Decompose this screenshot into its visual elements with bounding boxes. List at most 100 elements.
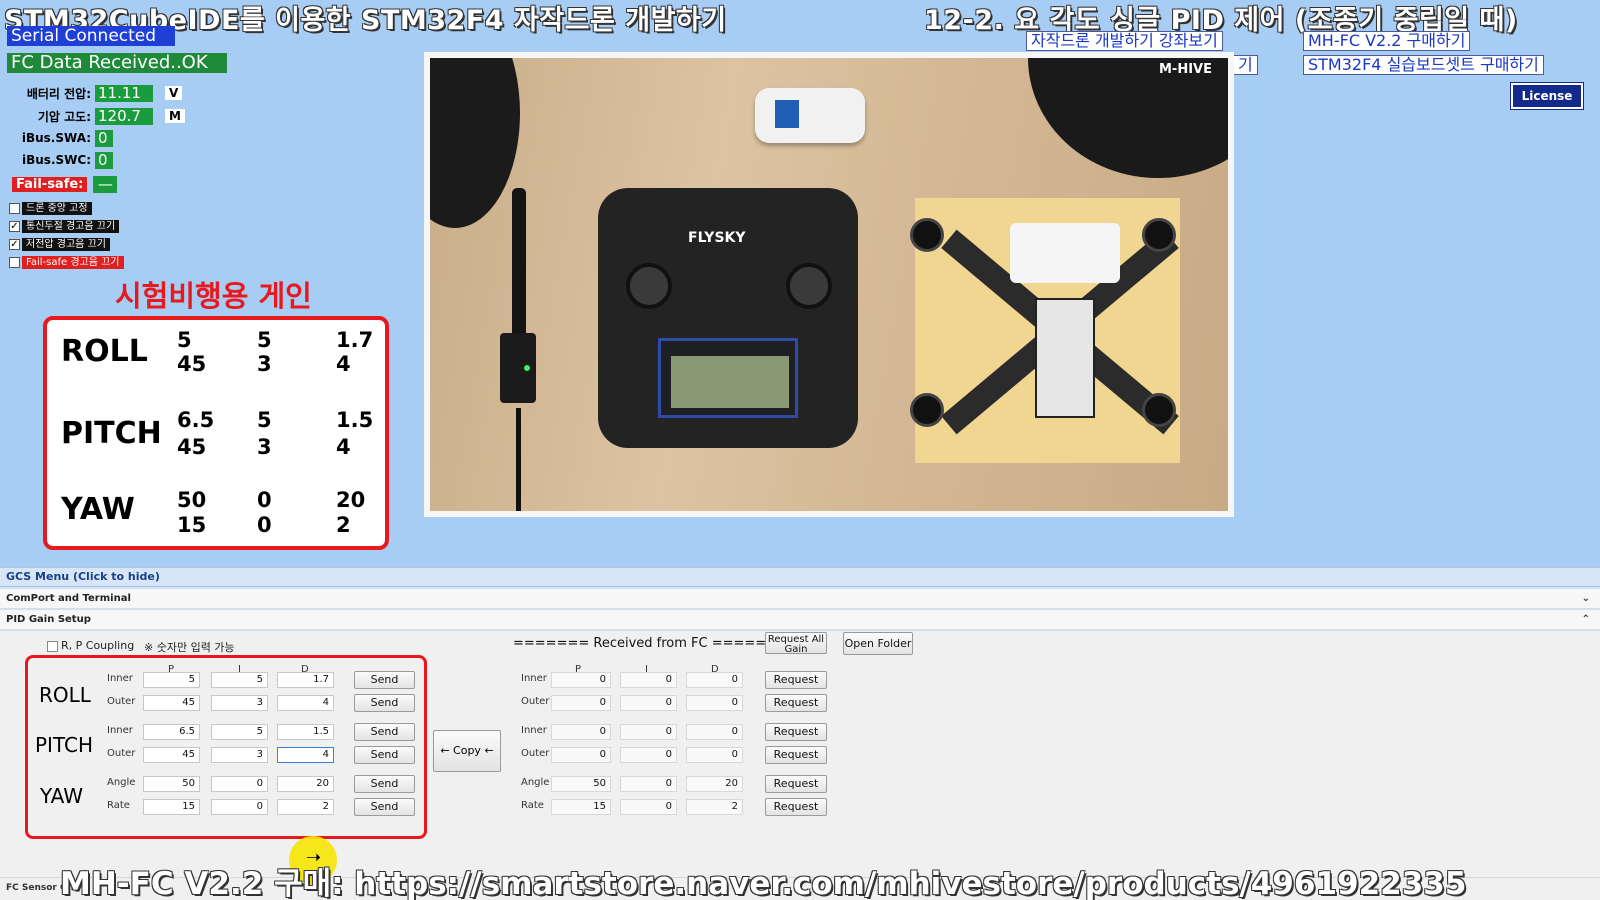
radio-lcd bbox=[671, 356, 789, 408]
gain-value: 6.5 bbox=[177, 408, 215, 432]
axis-label-roll: ROLL bbox=[39, 683, 91, 707]
rp-coupling-checkbox[interactable] bbox=[47, 641, 58, 652]
chevron-up-icon[interactable]: ⌃ bbox=[1581, 614, 1590, 625]
st-link-debugger bbox=[755, 88, 865, 143]
top-display-area: STM32CubeIDE를 이용한 STM32F4 자작드론 개발하기 12-2… bbox=[0, 0, 1600, 567]
gain-value: 15 bbox=[177, 513, 207, 537]
roll-outer-p-input[interactable]: 45 bbox=[143, 695, 200, 711]
send-button[interactable]: Send bbox=[354, 746, 415, 764]
fc-mount bbox=[1010, 223, 1120, 283]
receiver-module bbox=[500, 333, 536, 403]
option-label: Fail-safe 경고음 끄기 bbox=[22, 255, 124, 269]
recv-pitch-inner-p: 0 bbox=[551, 724, 611, 740]
serial-status: Serial Connected bbox=[7, 26, 175, 46]
fc-sensor-section-header[interactable]: FC Sensor Gi... bbox=[0, 877, 1600, 900]
gain-value: 20 bbox=[336, 488, 366, 512]
recv-pitch-outer-d: 0 bbox=[686, 747, 743, 763]
gain-value: 1.7 bbox=[336, 328, 374, 352]
pitch-inner-p-input[interactable]: 6.5 bbox=[143, 724, 200, 740]
yaw-rate-p-input[interactable]: 15 bbox=[143, 799, 200, 815]
open-folder-button[interactable]: Open Folder bbox=[843, 632, 913, 655]
col-header-p: P bbox=[168, 664, 175, 675]
yaw-angle-d-input[interactable]: 20 bbox=[277, 776, 334, 792]
cursor-arrow-icon: ➝ bbox=[306, 847, 322, 868]
gain-value: 0 bbox=[257, 513, 272, 537]
numbers-only-note: ※ 숫자만 입력 가능 bbox=[144, 641, 235, 654]
pitch-inner-d-input[interactable]: 1.5 bbox=[277, 724, 334, 740]
option-failsafe-beep[interactable]: Fail-safe 경고음 끄기 bbox=[9, 255, 124, 269]
send-button[interactable]: Send bbox=[354, 694, 415, 712]
row-label: Outer bbox=[107, 748, 136, 759]
swc-label: iBus.SWC: bbox=[22, 153, 91, 167]
send-button[interactable]: Send bbox=[354, 798, 415, 816]
request-button[interactable]: Request bbox=[765, 694, 827, 712]
failsafe-label: Fail-safe: bbox=[12, 176, 88, 192]
col-header-d: D bbox=[301, 664, 309, 675]
roll-inner-i-input[interactable]: 5 bbox=[211, 672, 268, 688]
recv-pitch-outer-i: 0 bbox=[620, 747, 677, 763]
lecture-link[interactable]: 자작드론 개발하기 강좌보기 bbox=[1026, 31, 1223, 51]
left-stick bbox=[626, 263, 672, 309]
altitude-label: 기압 고도: bbox=[37, 109, 91, 124]
buy-board-link[interactable]: STM32F4 실습보드셋트 구매하기 bbox=[1303, 55, 1544, 75]
roll-inner-d-input[interactable]: 1.7 bbox=[277, 672, 334, 688]
recv-yaw-angle-d: 20 bbox=[686, 776, 743, 792]
gain-axis-roll: ROLL bbox=[61, 334, 148, 369]
gain-value: 5 bbox=[257, 328, 272, 352]
request-button[interactable]: Request bbox=[765, 775, 827, 793]
buy-fc-link[interactable]: MH-FC V2.2 구매하기 bbox=[1303, 31, 1471, 51]
yaw-rate-d-input[interactable]: 2 bbox=[277, 799, 334, 815]
request-all-gain-button[interactable]: Request All Gain bbox=[765, 632, 827, 655]
license-button[interactable]: License bbox=[1510, 82, 1584, 110]
swa-row: iBus.SWA: 0 bbox=[7, 129, 113, 147]
checkbox-checked[interactable]: ✓ bbox=[9, 238, 20, 250]
battery-row: 배터리 전압: 11.11 V bbox=[7, 84, 183, 102]
send-button[interactable]: Send bbox=[354, 775, 415, 793]
axis-label-yaw: YAW bbox=[40, 784, 84, 808]
camera-image: M-HIVE FLYSKY bbox=[430, 58, 1228, 511]
request-button[interactable]: Request bbox=[765, 798, 827, 816]
checkbox[interactable] bbox=[9, 202, 20, 214]
recv-roll-outer-i: 0 bbox=[620, 695, 677, 711]
gain-value: 4 bbox=[336, 352, 351, 376]
option-label: 통신두절 경고음 끄기 bbox=[22, 219, 120, 233]
failsafe-row: Fail-safe: — bbox=[6, 175, 118, 193]
pitch-outer-i-input[interactable]: 3 bbox=[211, 747, 268, 763]
lecture-link-2[interactable]: 기 bbox=[1233, 55, 1258, 75]
pitch-outer-p-input[interactable]: 45 bbox=[143, 747, 200, 763]
swa-label: iBus.SWA: bbox=[21, 131, 91, 145]
comport-section-header[interactable]: ComPort and Terminal ⌄ bbox=[0, 589, 1600, 609]
yaw-angle-i-input[interactable]: 0 bbox=[211, 776, 268, 792]
gain-value: 5 bbox=[177, 328, 192, 352]
checkbox-checked[interactable]: ✓ bbox=[9, 220, 20, 232]
request-button[interactable]: Request bbox=[765, 723, 827, 741]
gain-value: 2 bbox=[336, 513, 351, 537]
request-button[interactable]: Request bbox=[765, 746, 827, 764]
roll-outer-d-input[interactable]: 4 bbox=[277, 695, 334, 711]
altitude-value: 120.7 bbox=[95, 107, 153, 125]
recv-yaw-rate-d: 2 bbox=[686, 799, 743, 815]
pitch-inner-i-input[interactable]: 5 bbox=[211, 724, 268, 740]
gain-value: 3 bbox=[257, 435, 272, 459]
option-low-voltage-beep[interactable]: ✓ 저전압 경고음 끄기 bbox=[9, 237, 110, 251]
pid-section-header[interactable]: PID Gain Setup ⌃ bbox=[0, 610, 1600, 630]
roll-outer-i-input[interactable]: 3 bbox=[211, 695, 268, 711]
request-button[interactable]: Request bbox=[765, 671, 827, 689]
row-label: Outer bbox=[521, 696, 550, 707]
chevron-down-icon[interactable]: ⌄ bbox=[1581, 593, 1590, 604]
swc-row: iBus.SWC: 0 bbox=[7, 151, 113, 169]
yaw-rate-i-input[interactable]: 0 bbox=[211, 799, 268, 815]
option-comm-loss-beep[interactable]: ✓ 통신두절 경고음 끄기 bbox=[9, 219, 120, 233]
gain-value: 1.5 bbox=[336, 408, 374, 432]
checkbox[interactable] bbox=[9, 256, 20, 268]
gcs-menu-bar[interactable]: GCS Menu (Click to hide) bbox=[0, 567, 1600, 587]
pitch-outer-d-input[interactable]: 4 bbox=[277, 747, 334, 763]
send-button[interactable]: Send bbox=[354, 723, 415, 741]
roll-inner-p-input[interactable]: 5 bbox=[143, 672, 200, 688]
copy-button[interactable]: ← Copy ← bbox=[433, 730, 501, 772]
option-center-lock[interactable]: 드론 중앙 고정 bbox=[9, 201, 92, 215]
yaw-angle-p-input[interactable]: 50 bbox=[143, 776, 200, 792]
send-button[interactable]: Send bbox=[354, 671, 415, 689]
gain-value: 45 bbox=[177, 352, 207, 376]
test-gain-title: 시험비행용 게인 bbox=[115, 279, 312, 313]
